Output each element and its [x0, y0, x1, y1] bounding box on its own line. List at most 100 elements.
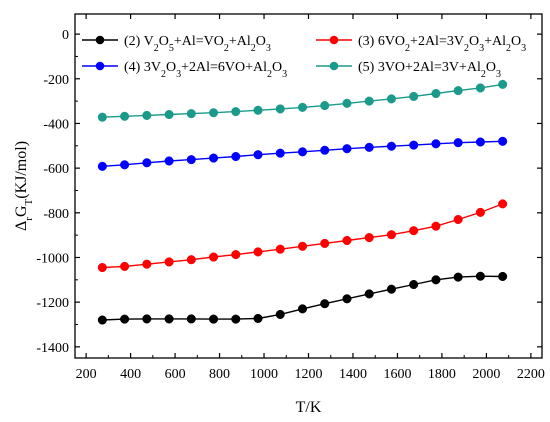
- y-tick-label: -1200: [36, 296, 69, 311]
- data-point: [142, 158, 152, 168]
- data-point: [142, 110, 152, 120]
- data-point: [453, 272, 463, 282]
- data-point: [453, 86, 463, 96]
- legend-item-2: (3) 6VO2+2Al=3V2O3+Al2O3: [316, 34, 526, 54]
- data-point: [275, 148, 285, 158]
- data-point: [186, 255, 196, 265]
- legend-label-part: 5: [169, 43, 174, 54]
- legend-label-part: O: [256, 34, 266, 49]
- y-tick-label: -1000: [36, 251, 69, 266]
- data-point: [320, 101, 330, 111]
- data-point: [208, 314, 219, 324]
- data-point: [297, 241, 308, 251]
- x-tick-label: 800: [209, 367, 230, 382]
- y-tick-label: -800: [43, 207, 69, 222]
- data-point: [120, 111, 130, 121]
- y-title-part: G: [13, 205, 30, 217]
- y-axis-title: ΔrGT(KJ/mol): [13, 141, 35, 231]
- data-point: [231, 250, 241, 260]
- data-point: [431, 221, 441, 231]
- legend-label-part: 3: [521, 43, 526, 54]
- data-point: [253, 247, 263, 257]
- x-tick-label: 400: [120, 367, 141, 382]
- x-tick-label: 1200: [295, 367, 323, 382]
- legend-swatch-marker: [95, 35, 105, 45]
- data-point: [97, 315, 107, 325]
- x-tick-label: 600: [165, 367, 186, 382]
- legend-label-part: +Al=VO: [174, 34, 224, 49]
- x-axis: 200 400 600 800 1000 1200 1400 1600 1800 2000 2200: [76, 14, 545, 382]
- data-point: [453, 138, 463, 148]
- legend-label-part: O: [272, 60, 282, 75]
- data-point: [386, 230, 396, 240]
- legend-label-part: 2: [464, 43, 469, 54]
- legend-swatch-marker: [95, 61, 105, 71]
- data-point: [97, 161, 107, 171]
- data-point: [186, 155, 196, 165]
- data-point: [409, 140, 419, 150]
- data-point: [231, 314, 241, 324]
- legend-label-part: +2Al=6VO+Al: [181, 60, 267, 75]
- data-point: [342, 294, 352, 304]
- legend-item-4: (5) 3VO+2Al=3V+Al2O3: [316, 60, 501, 80]
- data-point: [364, 96, 374, 106]
- legend-label-part: (2) V: [124, 34, 154, 49]
- legend-label-part: (5) 3VO+2Al=3V+Al: [358, 60, 481, 75]
- data-point: [342, 235, 352, 246]
- data-point: [120, 314, 130, 324]
- data-point: [409, 279, 419, 290]
- data-point: [364, 233, 374, 243]
- x-tick-label: 1600: [383, 367, 411, 382]
- series-line: [102, 203, 503, 269]
- data-point: [431, 275, 441, 285]
- data-point: [164, 156, 174, 166]
- data-point: [342, 98, 352, 108]
- y-tick-label: -600: [43, 162, 69, 177]
- data-point: [297, 304, 308, 314]
- data-point: [297, 102, 308, 112]
- data-point: [475, 207, 485, 217]
- data-point: [253, 150, 263, 160]
- data-point: [275, 104, 285, 114]
- legend-label-part: O: [166, 60, 176, 75]
- legend-label: (5) 3VO+2Al=3V+Al2O3: [358, 60, 501, 80]
- data-point: [498, 136, 508, 146]
- data-point: [120, 160, 130, 170]
- legend-label-part: +2Al=3V: [410, 34, 464, 49]
- y-title-part: (KJ/mol): [13, 141, 30, 199]
- data-point: [208, 153, 219, 163]
- legend-label-part: +Al: [229, 34, 251, 49]
- x-tick-label: 1400: [339, 367, 367, 382]
- x-tick-label: 200: [76, 367, 97, 382]
- y-title-part: Δ: [13, 221, 30, 231]
- legend-label-part: 2: [481, 69, 486, 80]
- x-tick-label: 1800: [428, 367, 456, 382]
- data-point: [320, 238, 330, 248]
- data-point: [275, 244, 285, 254]
- data-point: [364, 142, 374, 152]
- data-point: [320, 145, 330, 155]
- series-layer: [97, 79, 508, 325]
- legend-label-part: 3: [266, 43, 271, 54]
- data-point: [320, 299, 330, 309]
- legend-label-part: 3: [496, 69, 501, 80]
- data-point: [453, 214, 463, 225]
- data-point: [386, 94, 396, 104]
- data-point: [498, 271, 508, 282]
- legend-item-1: (2) V2O5+Al=VO2+Al2O3: [82, 34, 271, 54]
- y-title-part: T: [23, 198, 35, 205]
- data-point: [386, 141, 396, 151]
- series-2: [97, 199, 508, 273]
- series-4: [97, 79, 508, 122]
- data-point: [164, 257, 174, 267]
- legend: (2) V2O5+Al=VO2+Al2O3(4) 3V2O3+2Al=6VO+A…: [82, 34, 526, 80]
- data-point: [186, 109, 196, 119]
- legend-label-part: 2: [506, 43, 511, 54]
- data-point: [142, 314, 152, 324]
- data-point: [431, 88, 441, 99]
- legend-label-part: 2: [251, 43, 256, 54]
- data-point: [297, 147, 308, 157]
- x-tick-label: 2000: [472, 367, 500, 382]
